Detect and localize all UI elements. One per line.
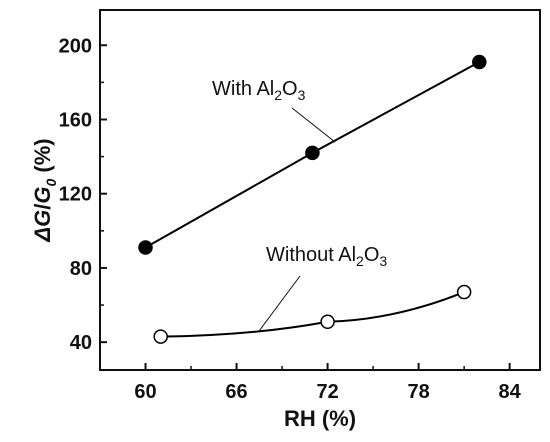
series-layer [138, 54, 487, 344]
x-tick-label: 78 [407, 381, 429, 403]
y-tick-label: 80 [70, 258, 92, 280]
y-axis-title-delta: ΔG [30, 210, 55, 243]
annotation-subscript: 3 [298, 87, 306, 103]
data-point-with-al2o3 [305, 145, 320, 161]
annotation-without-al2o3: Without Al2O3 [266, 244, 387, 269]
annotation-subscript: 2 [356, 253, 364, 269]
annotation-text: Without Al [266, 244, 356, 266]
y-tick-label: 200 [59, 35, 92, 57]
y-axis-title: ΔG/G0 (%) [30, 138, 59, 242]
y-tick-label: 40 [70, 332, 92, 354]
annotation-leader-line [258, 275, 301, 331]
y-axis-title-slash: / [30, 204, 55, 210]
data-point-without-al2o3 [456, 284, 472, 300]
data-point-with-al2o3 [472, 54, 487, 70]
annotation-leader-line [291, 107, 336, 143]
annotation-text: O [282, 78, 298, 100]
annotation-layer: With Al2O3 Without Al2O3 [212, 78, 387, 331]
data-point-without-al2o3 [153, 329, 168, 344]
x-tick-label: 72 [316, 381, 338, 403]
y-axis-title-subscript: 0 [43, 178, 59, 186]
y-tick-label: 160 [59, 109, 92, 131]
y-axis-title-unit: (%) [30, 138, 55, 178]
data-point-with-al2o3 [138, 240, 153, 255]
y-tick-label: 120 [59, 184, 92, 206]
x-tick-label: 60 [134, 381, 156, 403]
x-axis-title: RH (%) [284, 406, 356, 431]
data-point-without-al2o3 [320, 314, 335, 330]
annotation-subscript: 3 [379, 253, 387, 269]
x-axis: 60 66 72 78 84 [99, 363, 522, 403]
series-line-without-al2o3 [160, 291, 465, 338]
annotation-with-al2o3: With Al2O3 [212, 78, 306, 103]
annotation-subscript: 2 [274, 87, 282, 103]
plot-frame [99, 9, 541, 371]
y-axis-title-base: G [30, 186, 55, 203]
annotation-text: With Al [212, 78, 274, 100]
x-tick-label: 84 [499, 381, 522, 403]
x-tick-label: 66 [225, 381, 247, 403]
annotation-text: O [364, 244, 380, 266]
y-axis: 40 80 120 160 200 [59, 35, 107, 354]
